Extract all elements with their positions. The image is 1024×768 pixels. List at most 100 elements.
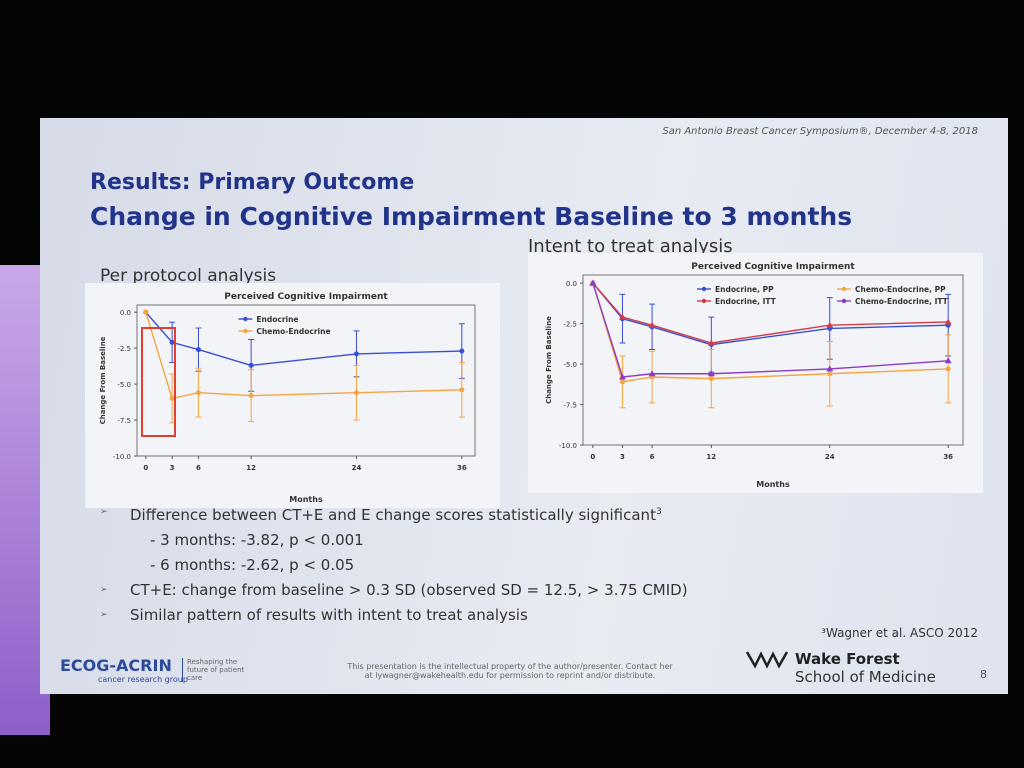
bullet-marker: ➢ <box>100 507 108 517</box>
chart: Perceived Cognitive Impairment Months Chan… <box>85 283 500 508</box>
chart-title: Perceived Cognitive Impairment <box>691 262 855 272</box>
line <box>145 311 462 367</box>
marker <box>707 370 715 377</box>
y-tick-label: -10.0 <box>113 453 131 461</box>
y-tick-label: 0.0 <box>566 280 577 288</box>
superscript: 3 <box>655 507 662 517</box>
legend-marker <box>243 316 248 322</box>
line <box>145 311 462 400</box>
line <box>592 282 949 378</box>
legend-marker <box>841 286 847 292</box>
marker <box>944 357 952 364</box>
bullet: - 6 months: -2.62, p < 0.05 <box>100 553 688 578</box>
line <box>592 282 949 383</box>
tagline: Reshaping the future of patient care <box>182 658 247 682</box>
legend-marker <box>701 286 707 292</box>
legend-marker <box>841 298 847 304</box>
y-tick-label: -7.5 <box>117 417 131 425</box>
x-tick-label: 12 <box>706 453 716 461</box>
marker <box>826 321 834 328</box>
marker <box>707 339 715 346</box>
bullet-text: Difference between CT+E and E change sco… <box>130 506 656 524</box>
school-logo <box>745 651 789 669</box>
marker <box>826 365 834 372</box>
legend-label: Endocrine, PP <box>715 285 774 294</box>
bullet-text: CT+E: change from baseline > 0.3 SD (obs… <box>130 581 688 599</box>
y-tick-label: -2.5 <box>117 345 131 353</box>
marker <box>143 309 149 315</box>
legend-label: Endocrine <box>256 315 298 324</box>
y-tick-label: -2.5 <box>563 321 577 329</box>
disclaimer: This presentation is the intellectual pr… <box>340 662 680 680</box>
line <box>592 282 949 344</box>
y-tick-label: -5.0 <box>563 361 577 369</box>
chart: Perceived Cognitive Impairment Months Chan… <box>528 253 983 493</box>
bullets: ➢ Difference between CT+E and E change sc… <box>100 500 688 628</box>
marker <box>708 376 714 382</box>
x-tick-label: 24 <box>825 453 835 461</box>
logo: ECOG-ACRIN <box>60 656 172 675</box>
marker <box>169 339 175 345</box>
bullet-marker: ➢ <box>100 585 108 595</box>
x-tick-label: 3 <box>170 464 175 472</box>
legend-label: Chemo-Endocrine <box>256 327 330 336</box>
x-tick-label: 36 <box>457 464 467 472</box>
legend-marker <box>243 328 248 334</box>
bullet-marker: ➢ <box>100 610 108 620</box>
marker <box>195 390 201 396</box>
x-tick-label: 12 <box>246 464 256 472</box>
legend-label: Endocrine, ITT <box>715 297 777 306</box>
header: San Antonio Breast Cancer Symposium®, De… <box>662 126 978 137</box>
marker <box>589 279 597 286</box>
marker <box>248 362 254 368</box>
marker <box>944 318 952 325</box>
title: Results: Primary Outcome <box>90 170 415 195</box>
bullet: ➢ Similar pattern of results with intent … <box>100 603 688 628</box>
bullet-text: - 6 months: -2.62, p < 0.05 <box>150 556 355 574</box>
marker <box>459 348 465 354</box>
plot-area <box>136 304 476 457</box>
bullet-text: Similar pattern of results with intent t… <box>130 606 528 624</box>
school: Wake Forest <box>795 650 900 668</box>
bullet: ➢ CT+E: change from baseline > 0.3 SD (ob… <box>100 578 688 603</box>
x-tick-label: 3 <box>620 453 625 461</box>
marker <box>619 379 625 385</box>
marker <box>827 371 833 377</box>
legend-label: Chemo-Endocrine, PP <box>855 285 946 294</box>
slide: San Antonio Breast Cancer Symposium®, De… <box>40 118 1008 694</box>
y-tick-label: 0.0 <box>120 309 131 317</box>
x-tick-label: 24 <box>352 464 362 472</box>
bullet: ➢ Difference between CT+E and E change sc… <box>100 500 688 528</box>
title: Change in Cognitive Impairment Baseline … <box>90 202 853 231</box>
bullet: - 3 months: -3.82, p < 0.001 <box>100 528 688 553</box>
legend-marker <box>701 298 707 304</box>
logo-sub: cancer research group <box>98 675 188 684</box>
x-axis-label: Months <box>289 495 323 504</box>
disclaimer-line: This presentation is the intellectual pr… <box>347 662 673 671</box>
x-tick-label: 0 <box>143 464 148 472</box>
marker <box>195 347 201 353</box>
legend-label: Chemo-Endocrine, ITT <box>855 297 949 306</box>
marker <box>618 313 626 320</box>
heading: Intent to treat analysis <box>528 236 733 257</box>
marker <box>459 387 465 393</box>
x-tick-label: 6 <box>650 453 655 461</box>
line <box>592 282 949 346</box>
highlight-box <box>141 327 176 437</box>
y-tick-label: -10.0 <box>559 442 577 450</box>
plot-area <box>582 274 964 446</box>
marker <box>648 370 656 377</box>
chart-title: Perceived Cognitive Impairment <box>224 292 388 302</box>
footnote: ³Wagner et al. ASCO 2012 <box>821 626 978 640</box>
marker <box>353 390 359 396</box>
bullet-text: - 3 months: -3.82, p < 0.001 <box>150 531 364 549</box>
marker <box>169 395 175 401</box>
heading: Per protocol analysis <box>100 266 277 286</box>
x-axis-label: Months <box>756 480 790 489</box>
x-tick-label: 0 <box>590 453 595 461</box>
marker <box>618 373 626 380</box>
marker <box>248 393 254 399</box>
y-axis-label: Change From Baseline <box>545 316 553 404</box>
y-tick-label: -5.0 <box>117 381 131 389</box>
disclaimer-line: at lywagner@wakehealth.edu for permissio… <box>364 671 656 680</box>
